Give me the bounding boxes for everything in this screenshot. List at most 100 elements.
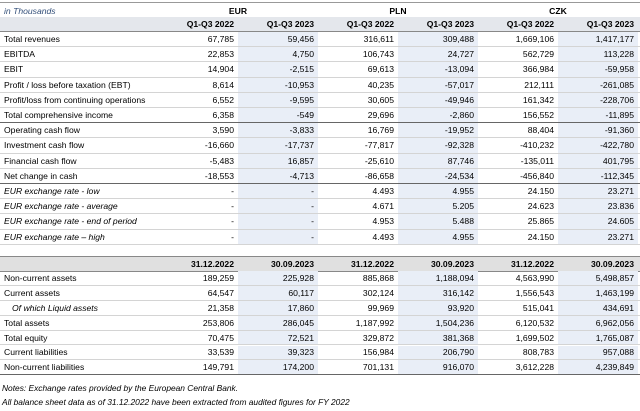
highlight-column: [238, 108, 318, 123]
highlight-column: [238, 300, 318, 315]
cell-value: -261,085: [600, 79, 634, 90]
cell-value: -: [231, 201, 234, 212]
date-header: 30.09.2023: [590, 259, 634, 269]
cell-value: -57,017: [444, 79, 474, 90]
cell-value: 562,729: [522, 49, 554, 60]
cell-value: -112,345: [600, 170, 634, 181]
highlight-column: [558, 108, 638, 123]
cell-value: -9,595: [289, 94, 314, 105]
cell-value: 4.493: [372, 231, 394, 242]
row-label: Of which Liquid assets: [12, 302, 98, 313]
cell-value: 316,142: [442, 287, 474, 298]
row-label: Operating cash flow: [4, 125, 80, 136]
table-row: Of which Liquid assets 21,358 17,860 99,969…: [0, 300, 640, 316]
cell-value: -: [311, 216, 314, 227]
highlight-column: [558, 330, 638, 345]
cell-value: 4.953: [372, 216, 394, 227]
cell-value: -19,952: [444, 125, 474, 136]
date-header: 31.12.2022: [510, 259, 554, 269]
table-row: Profit / loss before taxation (EBT) 8,614…: [0, 77, 640, 93]
cell-value: 156,984: [362, 347, 394, 358]
cell-value: 60,117: [288, 287, 314, 298]
cell-value: 957,088: [602, 347, 634, 358]
cell-value: 189,259: [202, 272, 234, 283]
cell-value: -: [231, 231, 234, 242]
table-row: Profit/loss from continuing operations 6,…: [0, 92, 640, 108]
table-row: Total assets 253,806 286,045 1,187,992 1,504…: [0, 315, 640, 331]
cell-value: -456,840: [520, 170, 554, 181]
highlight-column: [398, 330, 478, 345]
cell-value: -5,483: [209, 155, 234, 166]
cell-value: 4,239,849: [595, 362, 634, 373]
highlight-column: [238, 77, 318, 92]
cell-value: 14,904: [207, 64, 234, 75]
highlight-column: [238, 32, 318, 47]
cell-value: 212,111: [524, 79, 554, 90]
highlight-column: [238, 330, 318, 345]
highlight-column: [558, 271, 638, 285]
cell-value: 24.623: [527, 201, 554, 212]
row-label: Net change in cash: [4, 170, 78, 181]
cell-value: 67,785: [207, 34, 234, 45]
table-row: Net change in cash -18,553 -4,713 -86,658 -2…: [0, 168, 640, 184]
cell-value: 701,131: [362, 362, 394, 373]
cell-value: 1,669,106: [515, 34, 554, 45]
table-row: Current assets 64,547 60,117 302,124 316,142…: [0, 285, 640, 301]
cell-value: 149,791: [202, 362, 234, 373]
highlight-column: [238, 168, 318, 183]
cell-value: 401,795: [602, 155, 634, 166]
highlight-column: [558, 153, 638, 168]
cell-value: 366,984: [522, 64, 554, 75]
cell-value: 3,612,228: [515, 362, 554, 373]
cell-value: 6,962,056: [595, 317, 634, 328]
cell-value: 4.493: [372, 186, 394, 197]
table-row: Total equity 70,475 72,521 329,872 381,368 1,…: [0, 330, 640, 346]
cell-value: -16,660: [204, 140, 234, 151]
cell-value: -4,713: [289, 170, 314, 181]
cell-value: 5.205: [452, 201, 474, 212]
table-row: EUR exchange rate - end of period - - 4.953…: [0, 214, 640, 230]
cell-value: -3,833: [289, 125, 314, 136]
highlight-column: [238, 285, 318, 300]
highlight-column: [238, 315, 318, 330]
cell-value: 69,613: [367, 64, 394, 75]
cell-value: 316,611: [363, 34, 394, 45]
row-label: Profit/loss from continuing operations: [4, 94, 146, 105]
cell-value: 916,070: [442, 362, 474, 373]
row-label: Profit / loss before taxation (EBT): [4, 79, 131, 90]
highlight-column: [238, 62, 318, 77]
highlight-column: [558, 62, 638, 77]
cell-value: 113,228: [603, 49, 634, 60]
cell-value: -: [231, 186, 234, 197]
highlight-column: [238, 47, 318, 62]
row-label: Total equity: [4, 332, 48, 343]
highlight-column: [558, 184, 638, 199]
cell-value: 1,188,094: [435, 272, 474, 283]
row-label: Investment cash flow: [4, 140, 85, 151]
row-label: EUR exchange rate - end of period: [4, 216, 137, 227]
cell-value: 4,563,990: [515, 272, 554, 283]
note: All balance sheet data as of 31.12.2022 …: [2, 397, 350, 407]
row-label: EUR exchange rate - low: [4, 186, 100, 197]
cell-value: 253,806: [202, 317, 234, 328]
cell-value: -10,953: [284, 79, 314, 90]
highlight-column: [238, 360, 318, 375]
highlight-column: [398, 315, 478, 330]
cell-value: 23.271: [607, 231, 634, 242]
highlight-column: [398, 271, 478, 285]
cell-value: 24.605: [607, 216, 634, 227]
cell-value: 1,417,177: [595, 34, 634, 45]
cell-value: 33,539: [207, 347, 234, 358]
cell-value: 4.955: [452, 186, 474, 197]
highlight-column: [398, 123, 478, 138]
cell-value: 40,235: [367, 79, 394, 90]
highlight-column: [398, 62, 478, 77]
cell-value: 88,404: [527, 125, 554, 136]
table-row: Operating cash flow 3,590 -3,833 16,769 -19,…: [0, 123, 640, 139]
row-label: EUR exchange rate - average: [4, 201, 118, 212]
cell-value: -92,328: [444, 140, 474, 151]
cell-value: 329,872: [362, 332, 394, 343]
table-row: EUR exchange rate - low - - 4.493 4.955 24.15…: [0, 184, 640, 200]
cell-value: 4.671: [372, 201, 394, 212]
cell-value: 3,590: [212, 125, 234, 136]
